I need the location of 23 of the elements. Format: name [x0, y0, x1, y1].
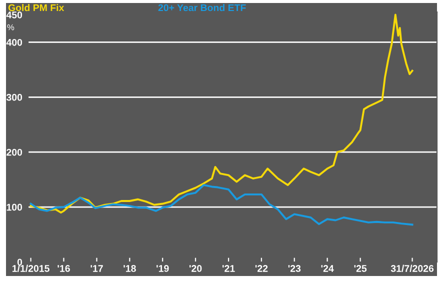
- x-tick-label: '24: [321, 265, 334, 272]
- y-axis-title: %: [7, 24, 14, 30]
- y-tick-label: 100: [6, 204, 22, 211]
- y-tick-label: 0: [17, 258, 22, 266]
- x-tick-label: '19: [156, 265, 169, 272]
- y-tick-label: 400: [6, 38, 22, 46]
- text: 20+ Year Bond ETF: [158, 4, 246, 12]
- x-tick-label: 31/7/2026: [390, 264, 434, 272]
- y-tick-label: 200: [6, 148, 22, 156]
- x-tick-label: '21: [222, 265, 235, 272]
- y-tick-label: 450: [6, 11, 22, 18]
- x-tick-label: '25: [354, 265, 367, 272]
- x-tick-label: '22: [255, 265, 268, 272]
- x-tick-label: '16: [58, 265, 70, 272]
- x-tick-label: '20: [189, 265, 202, 272]
- x-tick-label: '23: [288, 265, 301, 272]
- x-tick-label: 1/1/2015: [12, 264, 50, 272]
- y-tick-label: 300: [6, 94, 22, 101]
- x-tick-label: '18: [124, 265, 136, 272]
- line-series: [30, 184, 414, 226]
- line-series: [30, 14, 414, 214]
- x-tick-label: '17: [90, 265, 103, 272]
- text: Gold PM Fix: [8, 4, 64, 12]
